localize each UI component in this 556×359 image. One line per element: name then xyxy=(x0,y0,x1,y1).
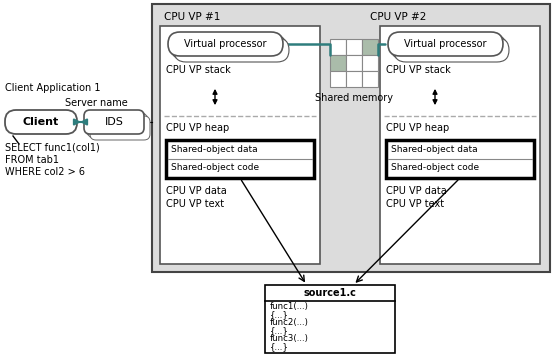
Text: SELECT func1(col1): SELECT func1(col1) xyxy=(5,143,100,153)
Text: Client: Client xyxy=(23,117,59,127)
Text: CPU VP #1: CPU VP #1 xyxy=(164,12,220,22)
Text: WHERE col2 > 6: WHERE col2 > 6 xyxy=(5,167,85,177)
Text: FROM tab1: FROM tab1 xyxy=(5,155,59,165)
Bar xyxy=(330,39,346,55)
Bar xyxy=(346,39,362,55)
Text: func3(...): func3(...) xyxy=(270,335,309,344)
Text: source1.c: source1.c xyxy=(304,288,356,298)
Bar xyxy=(346,71,362,87)
FancyBboxPatch shape xyxy=(174,38,289,62)
FancyBboxPatch shape xyxy=(90,116,150,140)
FancyBboxPatch shape xyxy=(392,36,507,60)
FancyBboxPatch shape xyxy=(388,32,503,56)
FancyBboxPatch shape xyxy=(390,34,505,58)
Text: CPU VP text: CPU VP text xyxy=(386,199,444,209)
Bar xyxy=(166,140,314,178)
Text: {...}: {...} xyxy=(270,311,289,320)
FancyBboxPatch shape xyxy=(5,110,77,134)
Text: Virtual processor: Virtual processor xyxy=(183,39,266,49)
Bar xyxy=(160,26,320,264)
Bar xyxy=(362,39,378,55)
Bar xyxy=(380,26,540,264)
FancyBboxPatch shape xyxy=(394,38,509,62)
Text: Server name: Server name xyxy=(64,98,127,108)
Text: Shared-object code: Shared-object code xyxy=(171,163,259,173)
Text: CPU VP stack: CPU VP stack xyxy=(386,65,451,75)
Text: Shared-object data: Shared-object data xyxy=(171,145,257,154)
Text: CPU VP #2: CPU VP #2 xyxy=(370,12,426,22)
Text: Client Application 1: Client Application 1 xyxy=(5,83,101,93)
FancyBboxPatch shape xyxy=(168,32,283,56)
Text: Virtual processor: Virtual processor xyxy=(404,39,486,49)
Bar xyxy=(346,55,362,71)
Text: {...}: {...} xyxy=(270,342,289,351)
FancyBboxPatch shape xyxy=(172,36,287,60)
Text: Shared-object code: Shared-object code xyxy=(391,163,479,173)
FancyBboxPatch shape xyxy=(170,34,285,58)
Text: CPU VP heap: CPU VP heap xyxy=(386,123,449,133)
Bar xyxy=(265,285,395,353)
Bar xyxy=(330,71,346,87)
Text: func1(...): func1(...) xyxy=(270,303,309,312)
Bar xyxy=(362,71,378,87)
Text: Shared-object data: Shared-object data xyxy=(391,145,478,154)
Text: func2(...): func2(...) xyxy=(270,318,309,327)
Text: CPU VP data: CPU VP data xyxy=(386,186,447,196)
Text: CPU VP data: CPU VP data xyxy=(166,186,227,196)
Text: IDS: IDS xyxy=(105,117,123,127)
Text: {...}: {...} xyxy=(270,326,289,336)
FancyBboxPatch shape xyxy=(88,114,148,138)
Text: CPU VP text: CPU VP text xyxy=(166,199,224,209)
Bar xyxy=(386,140,534,178)
Bar xyxy=(330,55,346,71)
Text: CPU VP stack: CPU VP stack xyxy=(166,65,231,75)
Bar xyxy=(362,55,378,71)
FancyBboxPatch shape xyxy=(86,112,146,136)
Bar xyxy=(152,4,550,272)
FancyBboxPatch shape xyxy=(84,110,144,134)
Text: CPU VP heap: CPU VP heap xyxy=(166,123,229,133)
Text: Shared memory: Shared memory xyxy=(315,93,393,103)
